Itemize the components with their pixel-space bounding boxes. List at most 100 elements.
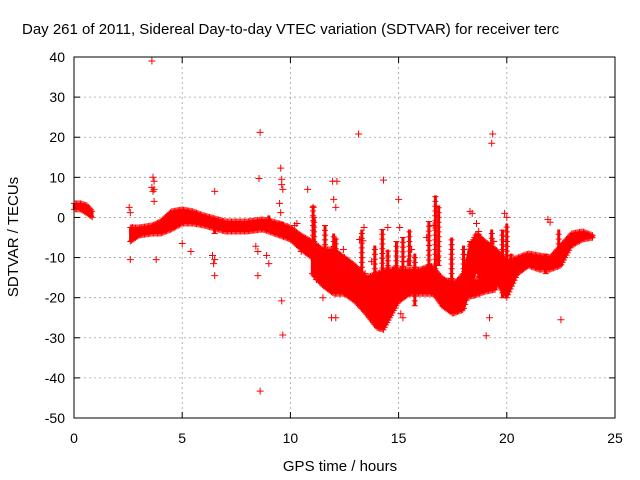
outlier-point [405,278,413,286]
y-tick-label: 10 [49,169,65,185]
y-tick-label: -30 [45,330,65,346]
spike-markers [425,221,432,271]
spike-markers [542,253,549,275]
outlier-point [256,387,264,395]
spike-markers [499,229,506,299]
outlier-point [361,270,369,278]
outlier-point [557,316,565,324]
outlier-point [278,297,286,305]
outlier-point [429,222,437,229]
outlier-point [434,254,442,262]
spike-markers [393,241,400,291]
outlier-point [255,175,263,182]
x-axis-title: GPS time / hours [283,458,397,475]
x-tick-label: 20 [499,430,515,446]
outlier-point [148,57,156,65]
x-tick-label: 0 [70,430,78,446]
y-tick-label: 0 [57,209,65,225]
outlier-point [332,314,340,322]
outlier-point [486,314,493,322]
data-spike [406,229,413,267]
outlier-point [297,248,305,255]
outlier-point [482,332,490,340]
outlier-point [211,272,219,280]
spike-markers [399,237,406,287]
x-tick-label: 5 [178,430,186,446]
spike-markers [488,233,495,283]
spike-markers [467,241,473,267]
data-spike [467,241,473,267]
outlier-point [211,187,219,195]
outlier-point [390,266,398,274]
outlier-point [378,310,386,318]
data-spike [503,223,510,291]
outlier-point [546,218,554,226]
axis-ticks: -50 -40 -30 -20 -10 0 10 20 30 40 0 5 10 15 20 25 [45,49,623,446]
spike-markers [265,219,272,230]
data-spike [278,221,285,236]
spike-markers [460,249,467,275]
y-tick-label: -40 [45,370,65,386]
data-spike [330,233,337,291]
outlier-point [397,310,405,318]
outlier-point [125,203,133,211]
outlier-point [359,237,367,245]
outlier-point [152,256,160,264]
outlier-point [503,213,511,221]
outlier-point [403,258,411,266]
data-spike [311,216,318,267]
outlier-point [377,302,385,310]
outlier-point [334,258,342,266]
spike-markers [384,250,391,291]
spike-markers [503,226,510,291]
data-spike [555,229,562,254]
outlier-point [408,246,416,253]
outlier-point [319,294,327,302]
spike-markers [448,239,455,299]
spike-markers [278,225,285,236]
outlier-point [356,236,364,243]
spike-markers [435,207,442,267]
outlier-point [209,252,216,259]
x-tick-label: 15 [391,430,407,446]
outlier-point [333,177,341,185]
spike-markers [555,233,562,254]
data-spike [542,253,549,275]
data-spike [488,229,495,283]
plot-frame [73,56,616,419]
outlier-point [263,252,271,259]
y-tick-label: 30 [49,89,65,105]
outlier-point [304,185,312,193]
outlier-point [149,187,157,195]
spike-markers [330,236,337,291]
outlier-point [254,272,262,280]
outlier-point [265,260,273,268]
data-spike [211,225,218,234]
outlier-point [309,203,317,211]
spike-markers [432,196,439,275]
outlier-point [128,224,136,231]
grid-lines [74,57,615,418]
data-spike [399,237,406,287]
outlier-point [488,139,496,147]
outlier-point [126,256,134,264]
outlier-point [126,209,134,217]
outlier-point [501,209,509,217]
outlier-point [256,128,264,136]
data-spike [322,225,328,275]
outlier-point [210,260,218,268]
outlier-point [355,130,363,138]
outlier-point [360,224,368,231]
spike-markers [379,229,386,303]
data-spike [425,221,432,271]
outlier-point [490,238,498,245]
data-spike [435,205,442,267]
outlier-point [277,209,285,217]
outlier-point [293,220,301,227]
spike-markers [311,216,318,267]
x-tick-label: 25 [607,430,623,446]
outlier-point [423,234,431,241]
outlier-point [279,185,287,193]
outlier-point [473,220,480,227]
outlier-point [475,228,483,235]
